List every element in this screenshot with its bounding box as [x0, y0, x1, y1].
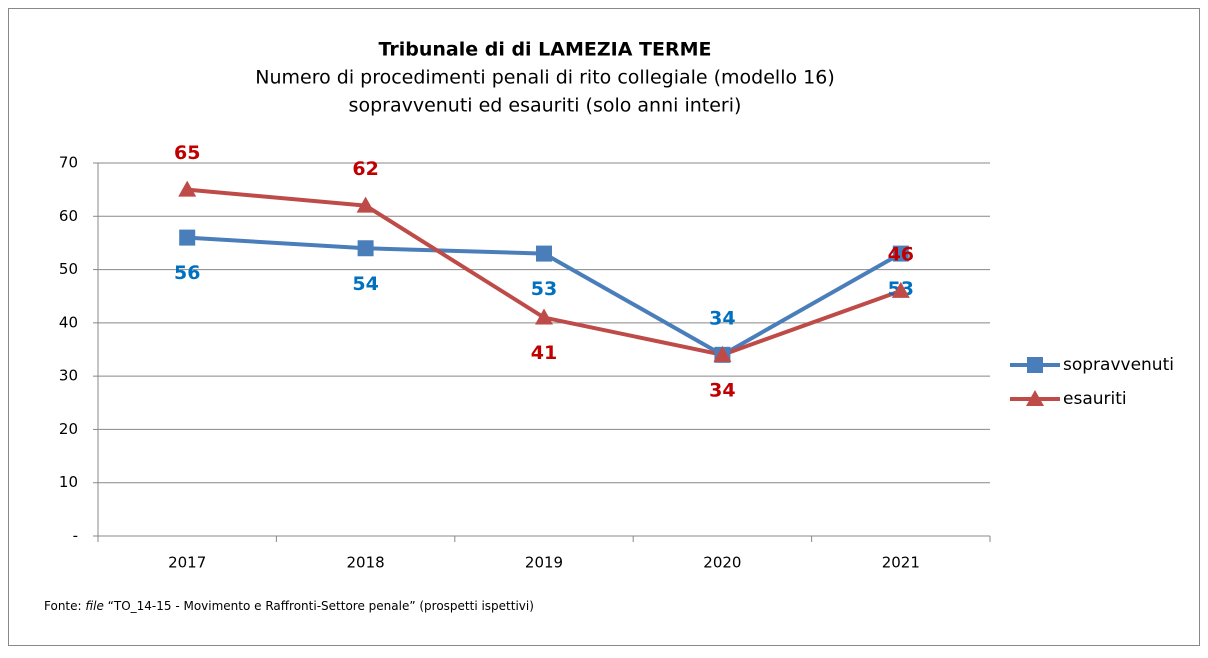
source-prefix: Fonte: — [44, 599, 85, 613]
data-label: 46 — [888, 243, 914, 265]
y-tick-label: 20 — [59, 420, 78, 438]
x-tick-label: 2020 — [703, 554, 741, 572]
marker — [891, 281, 910, 298]
data-label: 41 — [531, 342, 557, 364]
marker — [357, 240, 374, 257]
marker — [179, 229, 196, 246]
data-label: 65 — [174, 142, 200, 164]
legend-label: sopravvenuti — [1063, 355, 1174, 375]
legend-marker — [1027, 357, 1043, 373]
chart-title: Tribunale di di LAMEZIA TERME — [378, 39, 711, 61]
data-label: 56 — [174, 262, 200, 284]
y-tick-label: 40 — [59, 313, 78, 331]
x-tick-label: 2017 — [168, 554, 206, 572]
marker — [892, 245, 909, 262]
y-tick-label: 10 — [59, 473, 78, 491]
y-tick-label: 30 — [59, 367, 78, 385]
data-label: 34 — [709, 379, 735, 401]
y-tick-label: 70 — [59, 154, 78, 172]
data-label: 53 — [531, 278, 557, 300]
data-label: 62 — [352, 158, 378, 180]
frame — [8, 8, 1200, 646]
source-emphasis: file — [85, 599, 103, 613]
legend-marker — [1026, 390, 1044, 406]
y-tick-label: 50 — [59, 260, 78, 278]
marker — [713, 345, 732, 362]
x-tick-label: 2018 — [347, 554, 385, 572]
y-tick-label: - — [73, 527, 78, 545]
source-note: Fonte: file “TO_14-15 - Movimento e Raff… — [44, 599, 534, 613]
data-label: 34 — [709, 307, 735, 329]
legend-label: esauriti — [1063, 389, 1127, 409]
marker — [535, 308, 553, 325]
chart-subtitle: sopravvenuti ed esauriti (solo anni inte… — [349, 95, 742, 117]
source-text: “TO_14-15 - Movimento e Raffronti-Settor… — [104, 599, 534, 613]
marker — [356, 196, 375, 213]
data-label: 54 — [352, 273, 378, 295]
marker — [536, 245, 552, 262]
x-tick-label: 2019 — [525, 554, 563, 572]
chart-subtitle: Numero di procedimenti penali di rito co… — [255, 67, 834, 89]
marker — [178, 180, 197, 197]
x-tick-label: 2021 — [882, 554, 920, 572]
y-tick-label: 60 — [59, 207, 78, 225]
